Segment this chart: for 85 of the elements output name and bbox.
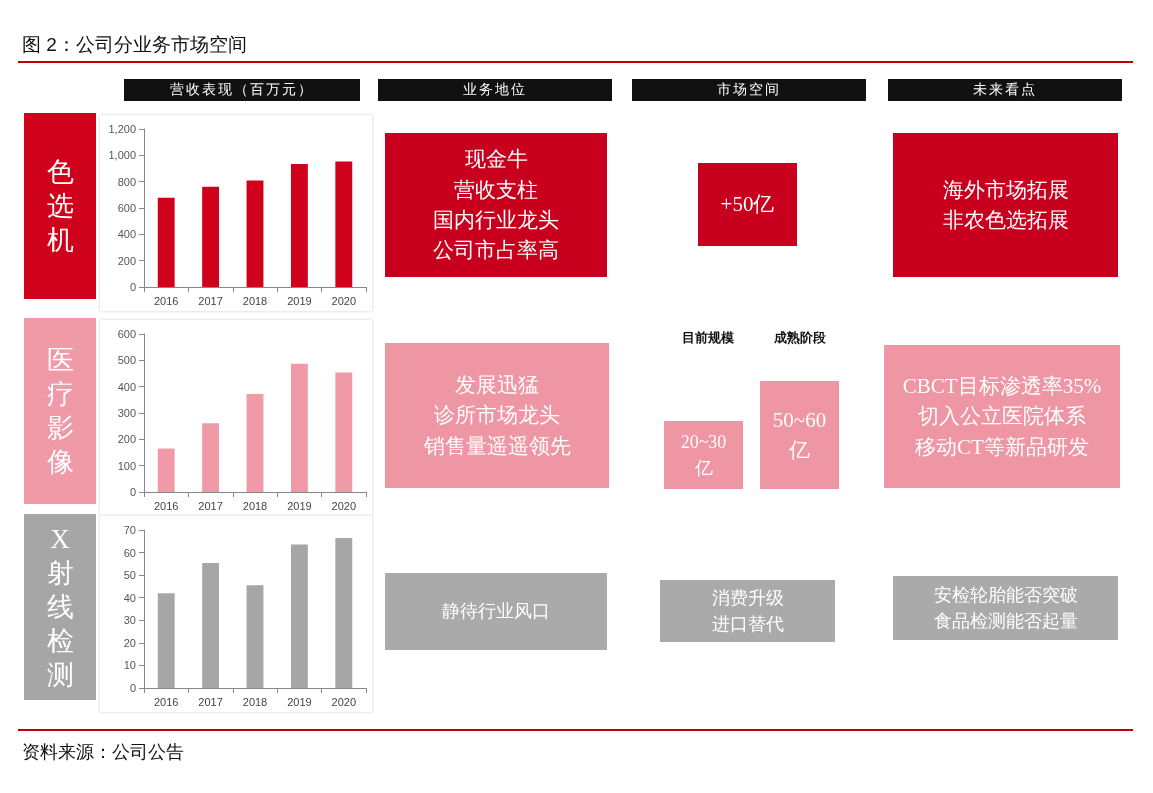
y-tick-label: 100 [117, 459, 136, 472]
y-tick-label: 500 [117, 354, 136, 367]
bar [246, 180, 264, 287]
x-tick-label: 2017 [198, 499, 223, 512]
bar [246, 585, 264, 688]
bar [157, 593, 175, 688]
x-tick-label: 2018 [242, 499, 268, 512]
x-tick-label: 2016 [153, 294, 179, 307]
text: 诊所市场龙头 [434, 402, 560, 430]
text: 营收支柱 [454, 176, 538, 204]
y-tick-label: 600 [117, 328, 136, 340]
y-tick-label: 1,200 [108, 123, 136, 135]
text: 亿 [789, 437, 810, 464]
text: 资料来源：公司公告 [22, 741, 184, 764]
x-tick-label: 2016 [153, 695, 179, 708]
text: 公司市占率高 [433, 237, 559, 265]
bar [290, 544, 308, 688]
y-tick-label: 50 [123, 569, 136, 582]
y-tick-label: 400 [117, 228, 136, 241]
text: 50~60 [772, 406, 827, 434]
text: 目前规模 [681, 330, 734, 346]
text: 医疗影像 [46, 344, 74, 479]
y-tick-label: 400 [117, 380, 136, 393]
text: 业务地位 [378, 79, 612, 101]
y-tick-label: 600 [117, 202, 136, 214]
bar [157, 197, 175, 287]
text: CBCT目标渗透率35% [902, 372, 1102, 400]
y-tick-label: 300 [117, 407, 136, 419]
bar [335, 161, 353, 287]
x-tick-label: 2019 [287, 499, 312, 512]
text: 销售量遥遥领先 [423, 432, 571, 460]
text: 市场空间 [632, 79, 866, 101]
text: 进口替代 [711, 613, 784, 636]
text: 食品检测能否起量 [933, 610, 1078, 633]
y-tick-label: 40 [123, 591, 136, 604]
text: 色选机 [46, 156, 74, 257]
text: 营收表现（百万元） [124, 79, 360, 101]
text: X射线检测 [46, 523, 74, 692]
y-tick-label: 30 [123, 614, 136, 627]
text: 安检轮胎能否突破 [933, 583, 1078, 607]
text: 海外市场拓展 [942, 176, 1069, 204]
bar [157, 448, 175, 492]
y-tick-label: 10 [123, 659, 136, 672]
x-tick-label: 2019 [287, 695, 312, 708]
bar [202, 562, 220, 688]
x-tick-label: 2017 [198, 294, 223, 307]
bar [202, 186, 220, 287]
y-tick-label: 800 [117, 175, 136, 188]
x-tick-label: 2020 [331, 294, 357, 307]
text: 图 2：公司分业务市场空间 [22, 33, 247, 57]
bar [290, 363, 308, 492]
y-tick-label: 200 [117, 254, 136, 267]
x-tick-label: 2020 [331, 695, 357, 708]
x-tick-label: 2018 [242, 294, 268, 307]
bar [335, 537, 353, 688]
bar [335, 372, 353, 492]
x-tick-label: 2020 [331, 499, 357, 512]
text: 消费升级 [711, 586, 784, 610]
text: 20~30 [680, 430, 727, 454]
text: 非农色选拓展 [942, 207, 1069, 234]
text: 国内行业龙头 [433, 207, 559, 234]
text: 亿 [694, 457, 713, 480]
y-tick-label: 0 [129, 682, 136, 694]
text: 静待行业风口 [442, 600, 550, 624]
y-tick-label: 70 [123, 524, 136, 536]
y-tick-label: 200 [117, 433, 136, 446]
text: +50亿 [720, 191, 775, 219]
text: 现金牛 [464, 146, 528, 174]
text: 未来看点 [888, 79, 1122, 101]
text: 切入公立医院体系 [918, 403, 1086, 431]
x-tick-label: 2016 [153, 499, 179, 512]
x-tick-label: 2018 [242, 695, 268, 708]
y-tick-label: 60 [123, 546, 136, 559]
text: 发展迅猛 [455, 371, 539, 399]
y-tick-label: 20 [123, 636, 136, 649]
bar [246, 394, 264, 492]
x-tick-label: 2017 [198, 695, 223, 708]
y-tick-label: 0 [129, 486, 136, 498]
y-tick-label: 1,000 [108, 149, 136, 162]
y-tick-label: 0 [129, 281, 136, 293]
bar [290, 164, 308, 287]
text: 移动CT等新品研发 [915, 433, 1089, 461]
text: 成熟阶段 [773, 330, 826, 346]
x-tick-label: 2019 [287, 294, 312, 307]
bar [202, 423, 220, 492]
